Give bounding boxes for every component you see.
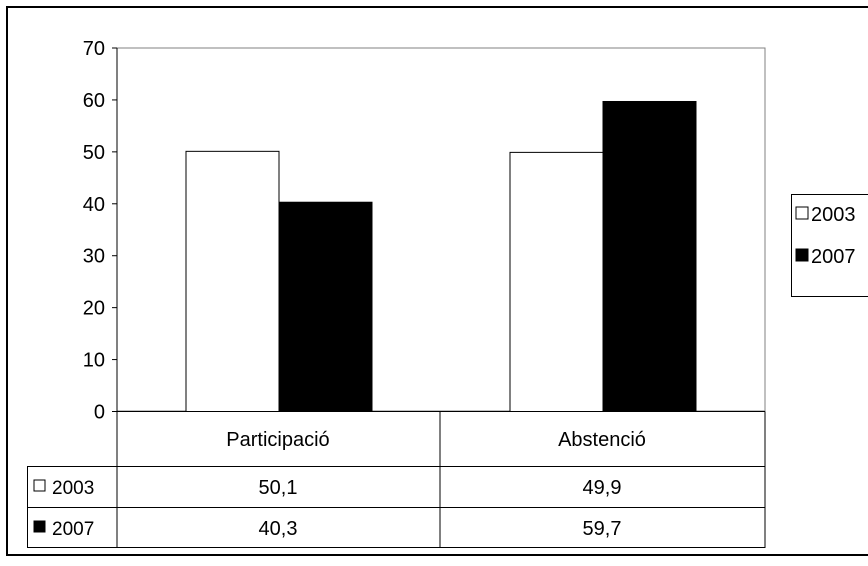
y-tick-label: 40 bbox=[83, 194, 105, 216]
y-tick-label: 70 bbox=[83, 38, 105, 60]
category-label: Participació bbox=[226, 429, 329, 451]
y-tick-label: 0 bbox=[94, 402, 105, 424]
row-label: 2003 bbox=[52, 478, 94, 499]
table-cell: 50,1 bbox=[259, 477, 298, 499]
legend-label: 2007 bbox=[811, 246, 856, 268]
table-cell: 40,3 bbox=[259, 518, 298, 540]
y-tick-label: 50 bbox=[83, 142, 105, 164]
y-tick-label: 20 bbox=[83, 298, 105, 320]
row-key-2003 bbox=[33, 479, 46, 492]
table-cell: 49,9 bbox=[583, 477, 622, 499]
bar-2003-0 bbox=[185, 150, 280, 412]
y-tick-label: 60 bbox=[83, 90, 105, 112]
legend-label: 2003 bbox=[811, 204, 856, 226]
row-key-2007 bbox=[33, 520, 46, 533]
legend-swatch-2003 bbox=[795, 206, 809, 220]
legend-swatch-2007 bbox=[795, 248, 809, 262]
row-label: 2007 bbox=[52, 519, 94, 540]
legend: 2003 2007 bbox=[791, 194, 868, 297]
bars bbox=[185, 100, 697, 413]
y-tick-label: 30 bbox=[83, 246, 105, 268]
y-tick-label: 10 bbox=[83, 350, 105, 372]
y-ticks: 0 10 20 30 40 50 60 70 bbox=[83, 38, 117, 424]
bar-2003-1 bbox=[509, 151, 604, 412]
bar-2007-1 bbox=[602, 100, 697, 413]
bar-2007-0 bbox=[278, 201, 373, 412]
table-cell: 59,7 bbox=[583, 518, 622, 540]
data-table: Participació Abstenció 2003 50,1 40,3 20… bbox=[27, 411, 766, 548]
category-label: Abstenció bbox=[558, 429, 646, 451]
